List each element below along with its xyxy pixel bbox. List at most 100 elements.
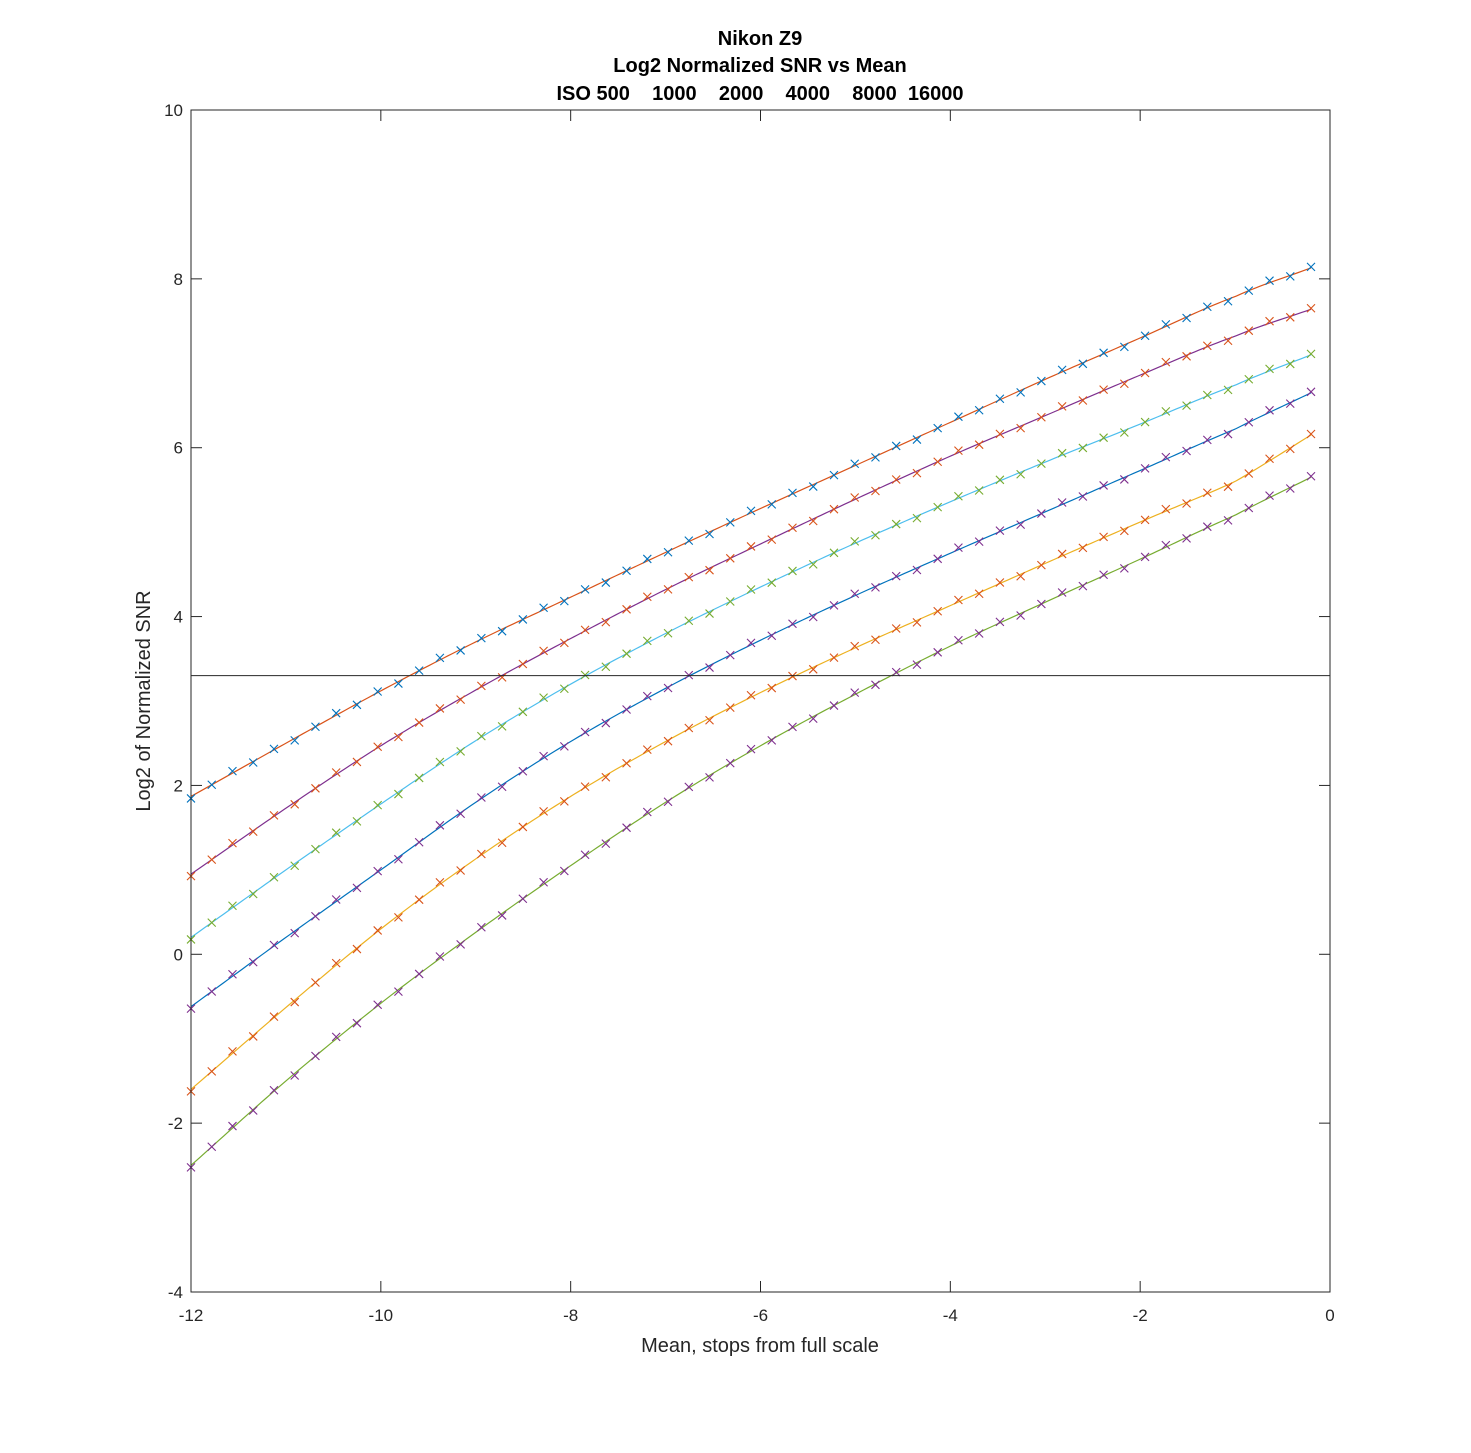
data-point-marker	[518, 659, 528, 669]
data-point-marker	[373, 926, 383, 935]
data-point-marker	[808, 714, 818, 724]
data-point-marker	[1119, 564, 1129, 573]
data-point-marker	[767, 578, 777, 588]
data-point-marker	[954, 491, 963, 501]
data-point-marker	[559, 638, 569, 648]
data-point-marker	[290, 997, 300, 1007]
series-line	[190, 392, 1312, 1008]
data-point-marker	[933, 502, 943, 512]
data-point-marker	[331, 768, 341, 777]
data-point-marker	[290, 928, 300, 938]
data-point-marker	[974, 440, 984, 450]
data-point-marker	[1306, 262, 1316, 272]
data-point-marker	[1285, 312, 1295, 322]
data-point-marker	[1182, 499, 1191, 508]
data-point-marker	[1057, 401, 1067, 411]
data-point-marker	[871, 452, 880, 462]
plot-area	[191, 110, 1330, 1292]
data-point-marker	[995, 578, 1005, 587]
data-point-marker	[207, 1067, 217, 1076]
data-point-marker	[311, 1051, 320, 1061]
data-point-marker	[850, 493, 860, 502]
data-point-marker	[1223, 429, 1233, 439]
data-point-marker	[622, 604, 631, 614]
data-point-marker	[1202, 435, 1212, 445]
data-point-marker	[1223, 336, 1233, 346]
data-point-marker	[497, 911, 507, 920]
data-point-marker	[601, 718, 611, 728]
data-point-marker	[1161, 452, 1171, 462]
data-point-marker	[1036, 560, 1046, 570]
data-point-marker	[850, 459, 860, 469]
data-point-marker	[1182, 534, 1191, 543]
data-point-marker	[435, 757, 445, 767]
data-point-marker	[497, 672, 507, 682]
data-point-marker	[476, 793, 486, 802]
data-point-marker	[1202, 390, 1212, 400]
data-point-marker	[871, 486, 880, 496]
data-point-marker	[1016, 388, 1026, 397]
data-point-marker	[1119, 475, 1129, 484]
data-point-marker	[580, 782, 590, 791]
data-point-marker	[1285, 399, 1295, 409]
data-point-marker	[476, 633, 486, 643]
data-point-marker	[871, 680, 880, 690]
data-point-marker	[352, 757, 362, 767]
data-point-marker	[912, 513, 922, 523]
data-point-marker	[497, 838, 507, 848]
data-point-marker	[974, 486, 984, 495]
data-point-marker	[518, 822, 528, 832]
data-point-marker	[788, 488, 797, 498]
data-point-marker	[891, 667, 901, 677]
data-point-marker	[497, 782, 507, 792]
data-point-marker	[352, 944, 362, 954]
data-point-marker	[207, 855, 217, 865]
data-point-marker	[248, 758, 258, 767]
data-point-marker	[705, 773, 714, 782]
series-layer	[186, 262, 1316, 1172]
data-point-marker	[394, 912, 403, 922]
data-point-marker	[725, 758, 735, 768]
data-point-marker	[1099, 481, 1108, 490]
data-point-marker	[1202, 488, 1212, 498]
data-point-marker	[705, 609, 714, 618]
data-point-marker	[248, 827, 258, 837]
data-point-marker	[476, 922, 486, 932]
data-point-marker	[1078, 543, 1088, 553]
data-point-marker	[601, 772, 611, 782]
data-point-marker	[933, 457, 943, 467]
data-point-marker	[373, 742, 383, 752]
data-point-marker	[476, 681, 486, 691]
series-6	[186, 471, 1316, 1172]
data-point-marker	[1306, 303, 1316, 313]
data-point-marker	[912, 617, 922, 627]
data-point-marker	[1140, 552, 1150, 562]
data-point-marker	[290, 1071, 300, 1080]
data-point-marker	[954, 412, 963, 422]
data-point-marker	[414, 718, 424, 727]
data-point-marker	[1182, 401, 1191, 411]
chart-title-line-1: Nikon Z9	[718, 28, 802, 50]
data-point-marker	[642, 745, 652, 754]
data-point-marker	[559, 741, 569, 751]
data-point-marker	[559, 796, 569, 806]
data-point-marker	[933, 554, 943, 564]
data-point-marker	[622, 758, 631, 768]
data-point-marker	[767, 535, 777, 545]
data-point-marker	[1265, 276, 1274, 286]
data-point-marker	[1202, 302, 1212, 312]
data-point-marker	[725, 518, 735, 527]
data-point-marker	[725, 597, 735, 606]
data-point-marker	[456, 695, 466, 704]
data-point-marker	[1057, 549, 1067, 559]
x-axis-label: Mean, stops from full scale	[641, 1335, 879, 1357]
y-tick-label: 0	[174, 945, 183, 964]
data-point-marker	[1265, 405, 1274, 415]
data-point-marker	[912, 565, 922, 575]
data-point-marker	[788, 619, 797, 629]
x-tick-label: 0	[1325, 1306, 1334, 1325]
data-point-marker	[663, 736, 673, 746]
data-point-marker	[1057, 588, 1067, 597]
data-point-marker	[767, 499, 777, 509]
data-point-marker	[352, 883, 362, 893]
